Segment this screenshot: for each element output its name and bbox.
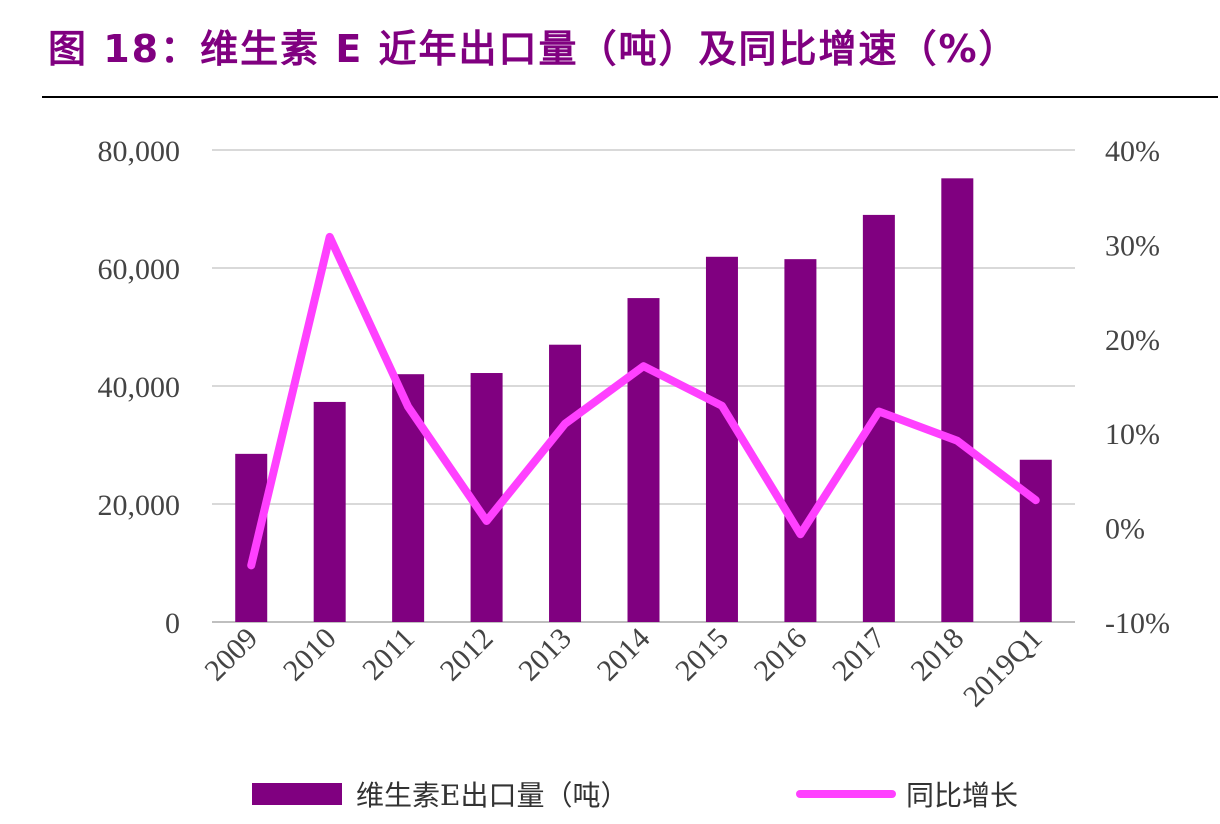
y-right-tick-label: -10% (1105, 607, 1170, 640)
legend-bar-swatch (252, 783, 342, 805)
x-tick-label: 2014 (591, 622, 657, 688)
x-tick-label: 2018 (905, 622, 971, 688)
bar-2018 (941, 178, 974, 622)
x-tick-label: 2015 (669, 622, 735, 688)
x-tick-label: 2017 (826, 622, 892, 688)
y-left-tick-label: 40,000 (98, 371, 181, 404)
title-divider (42, 96, 1218, 98)
x-tick-label: 2013 (512, 622, 578, 688)
y-left-tick-label: 0 (165, 607, 180, 640)
x-tick-label: 2016 (748, 622, 814, 688)
bar-2012 (470, 373, 503, 622)
bar-2010 (313, 401, 346, 622)
bar-2014 (627, 298, 660, 622)
chart-title: 图 18：维生素 E 近年出口量（吨）及同比增速（%） (48, 27, 1019, 71)
y-left-tick-label: 20,000 (98, 489, 181, 522)
legend-line-label: 同比增长 (906, 779, 1018, 812)
y-right-tick-label: 10% (1105, 418, 1160, 451)
bar-2013 (549, 344, 582, 622)
y-left-tick-label: 80,000 (98, 135, 181, 168)
x-tick-label: 2019Q1 (957, 622, 1049, 714)
x-tick-label: 2011 (356, 622, 421, 687)
y-right-tick-label: 30% (1105, 229, 1160, 262)
bar-2019Q1 (1019, 459, 1052, 622)
y-left-tick-label: 60,000 (98, 253, 181, 286)
bar-2015 (705, 256, 738, 622)
y-right-tick-label: 0% (1105, 513, 1145, 546)
x-tick-label: 2012 (434, 622, 500, 688)
bar-2009 (235, 453, 268, 622)
bar-2016 (784, 259, 817, 622)
y-right-tick-label: 20% (1105, 324, 1160, 357)
x-tick-label: 2010 (277, 622, 343, 688)
legend-bar-label: 维生素E出口量（吨） (356, 779, 628, 812)
y-right-tick-label: 40% (1105, 135, 1160, 168)
x-tick-label: 2009 (198, 622, 264, 688)
